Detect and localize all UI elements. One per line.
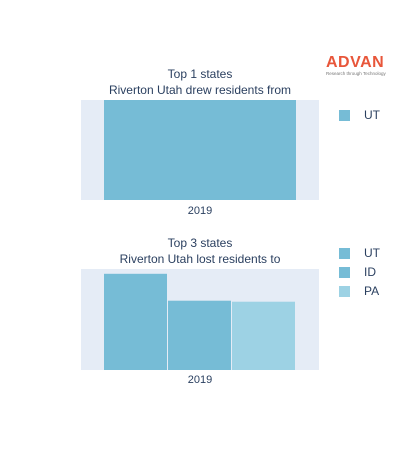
chart-2-legend-swatch-pa <box>339 286 350 297</box>
chart-2: Top 3 states Riverton Utah lost resident… <box>81 236 381 386</box>
chart-2-legend-label-ut: UT <box>364 246 381 260</box>
logo-tagline: Research through Technology <box>326 71 386 76</box>
chart-1-title-line-1: Top 1 states <box>168 67 233 81</box>
chart-2-x-tick-2019: 2019 <box>188 374 212 386</box>
chart-1-bar-ut <box>104 100 296 200</box>
chart-2-legend-label-pa: PA <box>364 284 379 298</box>
chart-2-legend-label-id: ID <box>364 265 376 279</box>
chart-2-bar-pa <box>232 301 295 370</box>
chart-1-x-tick-2019: 2019 <box>188 205 212 217</box>
chart-1: Top 1 states Riverton Utah drew resident… <box>81 67 381 217</box>
chart-2-title-line-1: Top 3 states <box>168 236 233 250</box>
chart-1-bars <box>104 100 296 200</box>
chart-2-bar-ut <box>104 273 167 370</box>
chart-2-bar-id <box>168 300 231 370</box>
chart-1-legend: UT <box>339 108 381 122</box>
chart-1-legend-swatch-ut <box>339 110 350 121</box>
chart-2-title-line-2: Riverton Utah lost residents to <box>120 252 281 266</box>
logo-wordmark: ADVAN <box>326 54 385 71</box>
chart-2-legend: UT ID PA <box>339 246 381 298</box>
chart-1-legend-label-ut: UT <box>364 108 381 122</box>
chart-1-title-line-2: Riverton Utah drew residents from <box>109 83 291 97</box>
chart-2-legend-swatch-id <box>339 267 350 278</box>
chart-2-bars <box>104 273 295 370</box>
chart-2-legend-swatch-ut <box>339 248 350 259</box>
advan-logo: ADVAN Research through Technology <box>326 54 394 77</box>
